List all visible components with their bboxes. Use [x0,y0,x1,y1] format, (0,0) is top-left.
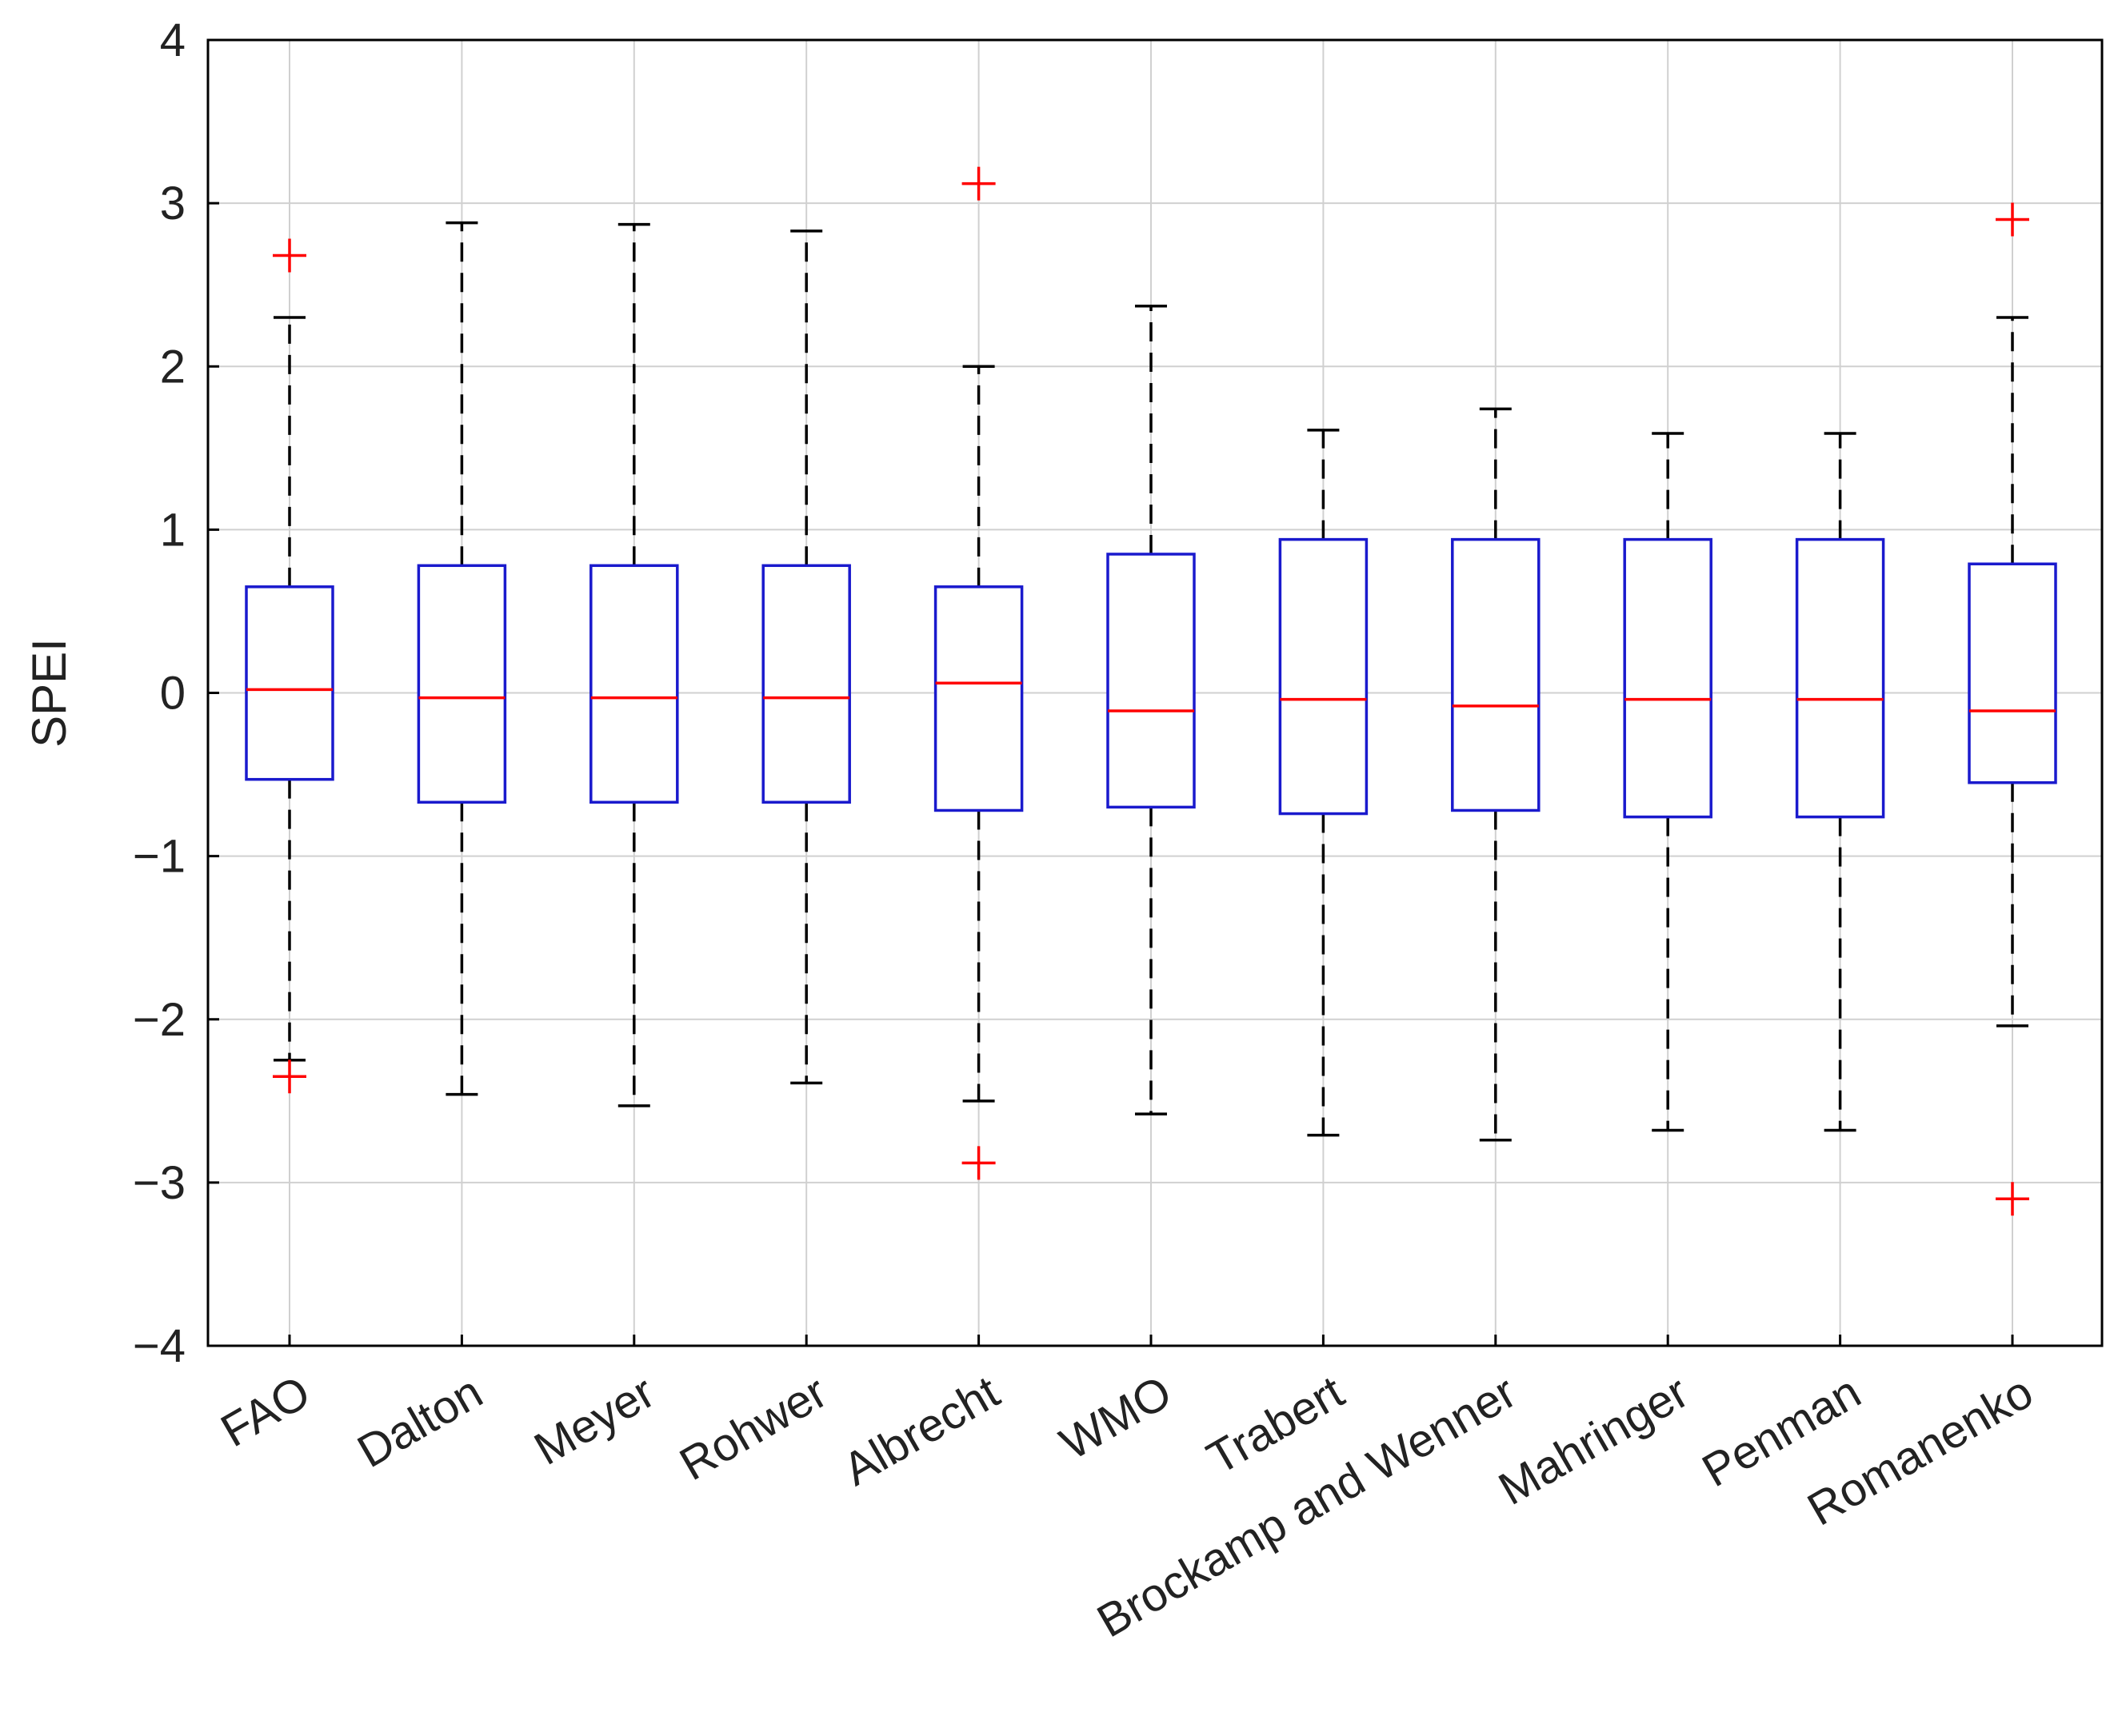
iqr-box [418,565,505,802]
iqr-box [1280,540,1366,814]
y-tick-label: −1 [133,831,186,883]
iqr-box [1453,540,1539,811]
y-tick-label: 4 [160,14,186,66]
y-tick-label: 3 [160,178,186,229]
iqr-box [1797,540,1884,817]
iqr-box [1624,540,1711,817]
iqr-box [246,587,333,780]
iqr-box [591,565,677,802]
iqr-box [763,565,849,802]
y-tick-label: 0 [160,668,186,720]
y-tick-label: −3 [133,1157,186,1209]
chart-background [0,0,2118,1736]
y-tick-label: −4 [133,1320,186,1372]
boxplot-chart: 43210−1−2−3−4 FAO Dalton Meyer RohwerAlbrec… [0,0,2118,1736]
iqr-box [1108,554,1194,807]
iqr-box [936,587,1022,811]
y-tick-label: −2 [133,994,186,1046]
y-tick-label: 2 [160,341,186,393]
y-tick-label: 1 [160,504,186,556]
iqr-box [1969,564,2056,783]
y-axis-title: SPEI [22,638,76,748]
